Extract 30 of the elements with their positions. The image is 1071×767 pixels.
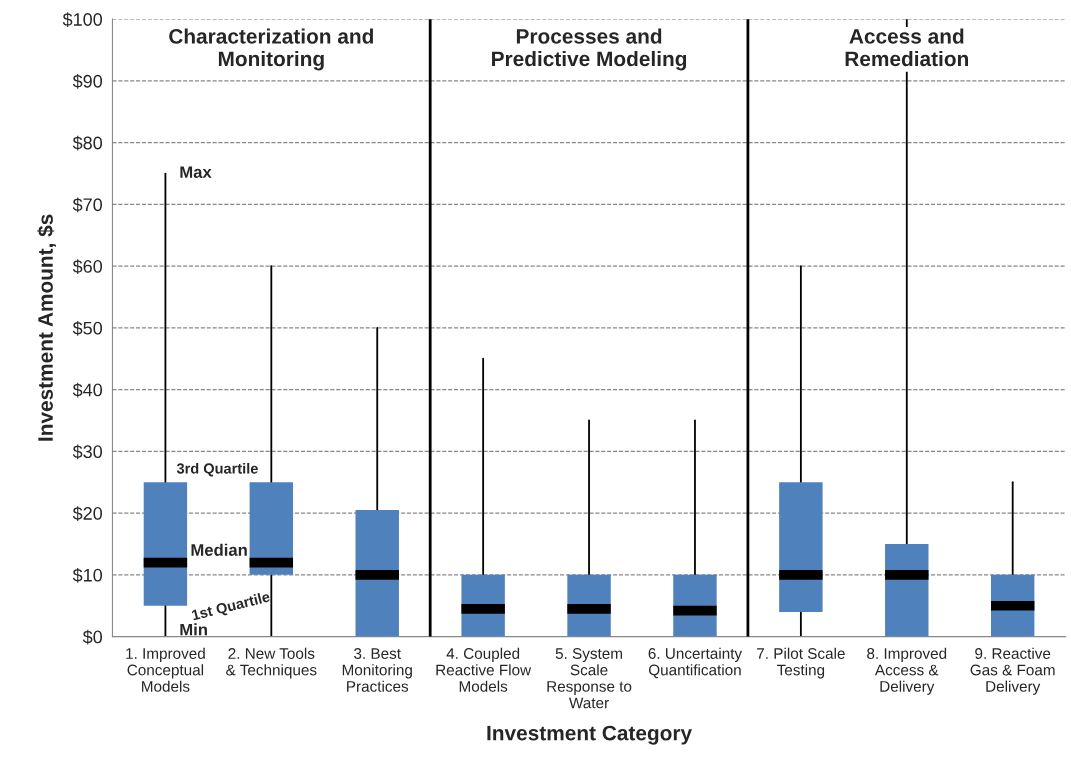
y-tick-label: $90 xyxy=(72,74,103,89)
annotation: Processes and Predictive Modeling xyxy=(492,28,687,71)
y-tick-label: $30 xyxy=(72,444,103,460)
x-tick-label: 1. Improved Conceptual Models xyxy=(126,647,205,692)
x-axis-title: Investment Category xyxy=(487,725,692,745)
y-tick-label: $10 xyxy=(72,568,103,583)
annotation: Median xyxy=(191,543,247,556)
y-tick-label: $80 xyxy=(72,135,103,151)
y-tick-label: $0 xyxy=(82,629,103,645)
y-tick-label: $60 xyxy=(72,259,103,274)
x-tick-label: 6. Uncertainty Quantification xyxy=(648,647,743,679)
x-tick-label: 4. Coupled Reactive Flow Models xyxy=(436,647,532,692)
y-tick-label: $50 xyxy=(72,321,103,336)
annotation: Access and Remediation xyxy=(845,28,968,67)
annotation: 1st Quartile xyxy=(191,590,272,624)
x-tick-label: 7. Pilot Scale Testing xyxy=(757,647,845,679)
annotation: Min xyxy=(180,623,207,636)
y-tick-label: $20 xyxy=(72,506,103,521)
x-tick-label: 8. Improved Access & Delivery xyxy=(867,647,947,695)
x-tick-label: 9. Reactive Gas & Foam Delivery xyxy=(970,647,1055,695)
annotation: Max xyxy=(180,166,212,179)
x-tick-label: 2. New Tools & Techniques xyxy=(226,647,317,679)
x-tick-label: 3. Best Monitoring Practices xyxy=(342,648,412,692)
y-axis-title: Investment Amount, $s xyxy=(37,214,56,441)
annotation: 3rd Quartile xyxy=(176,462,258,477)
annotation: Characterization and Monitoring xyxy=(169,28,373,71)
x-tick-label: 5. System Scale Response to Water xyxy=(547,648,632,709)
y-tick-label: $70 xyxy=(72,197,103,213)
y-tick-label: $40 xyxy=(72,382,103,398)
y-tick-label: $100 xyxy=(62,12,103,27)
